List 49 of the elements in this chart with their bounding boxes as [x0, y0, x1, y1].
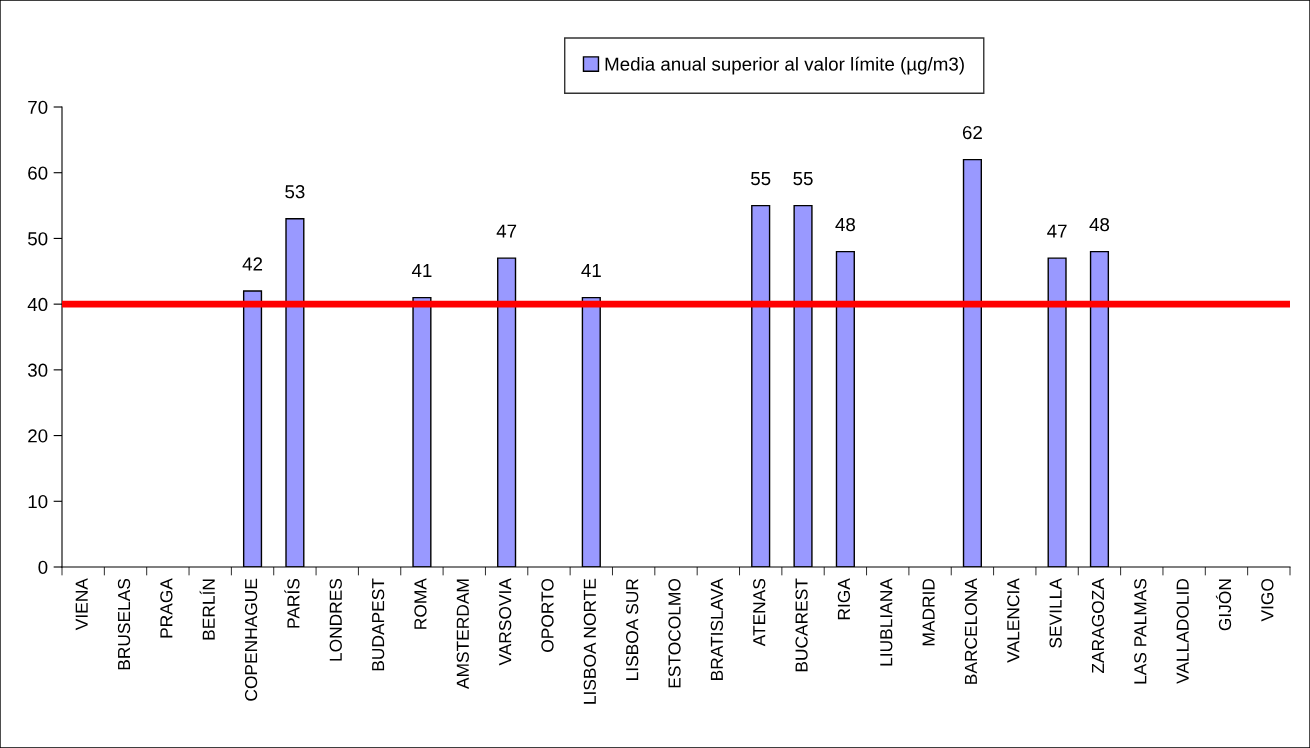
- data-label: 48: [835, 217, 855, 232]
- x-tick-label: OPORTO: [541, 578, 554, 652]
- x-tick-label: MADRID: [922, 578, 935, 646]
- x-tick-label: PRAGA: [160, 578, 173, 638]
- x-tick-label: ESTOCOLMO: [668, 578, 681, 688]
- data-label: 41: [411, 264, 432, 278]
- x-tick-label: LIUBLIANA: [880, 578, 893, 666]
- data-label: 47: [496, 224, 517, 238]
- x-tick-label: VALLADOLID: [1176, 578, 1189, 684]
- x-tick-label: BRATISLAVA: [710, 578, 724, 680]
- x-tick-label: BRUSELAS: [117, 578, 131, 670]
- data-label: 55: [793, 172, 813, 186]
- data-label: 41: [581, 264, 601, 278]
- y-tick-label: 10: [28, 494, 48, 509]
- x-tick-label: VARSOVIA: [498, 578, 512, 666]
- x-tick-label: BUCAREST: [795, 578, 808, 672]
- x-tick-label: BUDAPEST: [371, 578, 385, 671]
- x-tick-label: BERLÍN: [199, 579, 215, 640]
- x-tick-label: VALENCIA: [1007, 578, 1020, 663]
- data-label: 42: [242, 257, 263, 271]
- x-tick-label: RIGA: [837, 578, 851, 620]
- x-tick-label: ZARAGOZA: [1091, 578, 1105, 674]
- y-tick-label: 30: [27, 363, 48, 377]
- legend-label: Media anual superior al valor límite (µg/m3): [605, 56, 964, 75]
- x-tick-label: BARCELONA: [964, 578, 978, 684]
- x-tick-label: VIGO: [1261, 578, 1274, 622]
- x-tick-label: VIENA: [75, 578, 88, 631]
- x-tick-label: ATENAS: [753, 578, 766, 647]
- x-tick-label: LONDRES: [329, 578, 342, 661]
- y-tick-label: 50: [28, 232, 48, 246]
- x-tick-label: AMSTERDAM: [456, 579, 469, 689]
- y-tick-label: 0: [38, 560, 48, 574]
- data-label: 53: [285, 185, 305, 199]
- data-label: 47: [1047, 224, 1067, 238]
- x-tick-label: PARÍS: [284, 578, 300, 628]
- x-tick-label: ROMA: [414, 578, 427, 629]
- x-tick-label: LISBOA SUR: [626, 578, 639, 680]
- y-tick-label: 60: [28, 166, 48, 180]
- data-label: 62: [962, 125, 982, 140]
- y-tick-label: 20: [28, 429, 48, 443]
- x-tick-label: SEVILLA: [1049, 578, 1062, 648]
- data-label: 55: [751, 172, 771, 186]
- x-tick-label: GIJÓN: [1215, 579, 1232, 631]
- data-label: 48: [1089, 217, 1110, 232]
- x-tick-label: COPENHAGUE: [244, 578, 258, 701]
- x-tick-label: LAS PALMAS: [1134, 578, 1147, 684]
- y-tick-label: 70: [28, 100, 48, 114]
- y-tick-label: 40: [27, 297, 48, 312]
- x-tick-label: LISBOA NORTE: [583, 578, 596, 704]
